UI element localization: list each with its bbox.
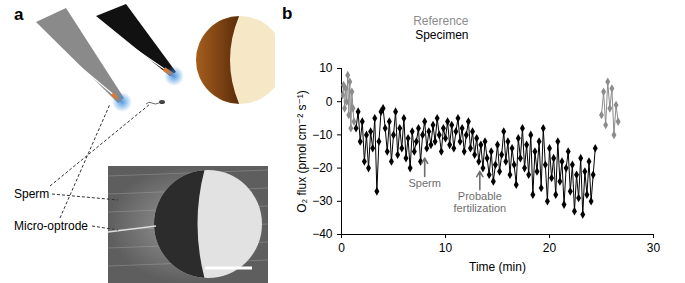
svg-text:−40: −40 (312, 227, 333, 241)
svg-text:−20: −20 (312, 161, 333, 175)
svg-text:10: 10 (319, 61, 333, 75)
svg-text:−10: −10 (312, 128, 333, 142)
svg-text:a: a (14, 5, 24, 24)
svg-text:Specimen: Specimen (415, 28, 468, 42)
svg-text:O₂ flux (pmol cm⁻² s⁻¹): O₂ flux (pmol cm⁻² s⁻¹) (295, 90, 309, 213)
html-text:b: b (282, 4, 293, 23)
svg-text:Time (min): Time (min) (469, 260, 526, 274)
svg-text:Probablefertilization: Probablefertilization (454, 190, 507, 214)
svg-text:Sperm: Sperm (408, 177, 440, 189)
svg-text:Sperm: Sperm (14, 187, 49, 201)
svg-text:0: 0 (338, 241, 345, 255)
svg-text:30: 30 (647, 241, 661, 255)
svg-text:Micro-optrode: Micro-optrode (14, 219, 88, 233)
svg-text:20: 20 (543, 241, 557, 255)
svg-text:10: 10 (439, 241, 453, 255)
svg-text:−30: −30 (312, 194, 333, 208)
svg-text:0: 0 (326, 95, 333, 109)
svg-text:Reference: Reference (413, 14, 469, 28)
